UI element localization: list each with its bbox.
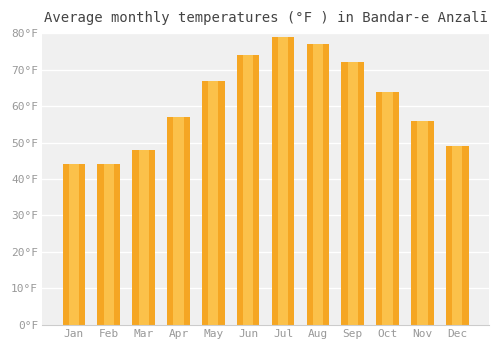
- Bar: [348, 62, 358, 325]
- Bar: [62, 164, 85, 325]
- Bar: [69, 164, 79, 325]
- Bar: [306, 44, 329, 325]
- Bar: [202, 80, 224, 325]
- Bar: [237, 55, 260, 325]
- Bar: [411, 121, 434, 325]
- Bar: [342, 62, 364, 325]
- Bar: [376, 91, 399, 325]
- Bar: [243, 55, 254, 325]
- Bar: [104, 164, 114, 325]
- Title: Average monthly temperatures (°F ) in Bandar-e Anzalī: Average monthly temperatures (°F ) in Ba…: [44, 11, 488, 25]
- Bar: [313, 44, 323, 325]
- Bar: [446, 146, 468, 325]
- Bar: [278, 37, 288, 325]
- Bar: [382, 91, 392, 325]
- Bar: [208, 80, 218, 325]
- Bar: [138, 150, 148, 325]
- Bar: [174, 117, 184, 325]
- Bar: [132, 150, 155, 325]
- Bar: [418, 121, 428, 325]
- Bar: [272, 37, 294, 325]
- Bar: [98, 164, 120, 325]
- Bar: [452, 146, 462, 325]
- Bar: [167, 117, 190, 325]
